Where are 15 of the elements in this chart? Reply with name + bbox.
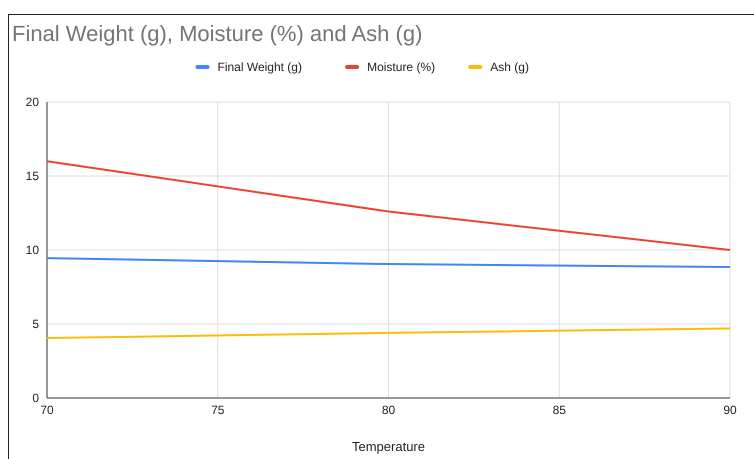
y-tick-label: 5 xyxy=(32,317,40,331)
y-tick-label: 10 xyxy=(26,243,40,257)
x-tick-label: 75 xyxy=(211,403,225,417)
x-axis-title: Temperature xyxy=(352,439,425,454)
x-tick-label: 90 xyxy=(723,403,737,417)
legend-label: Moisture (%) xyxy=(367,60,436,74)
legend-label: Ash (g) xyxy=(490,60,529,74)
x-tick-label: 80 xyxy=(382,403,396,417)
y-tick-label: 20 xyxy=(26,95,40,109)
chart-title: Final Weight (g), Moisture (%) and Ash (g) xyxy=(12,21,422,46)
y-tick-label: 15 xyxy=(26,169,40,183)
x-tick-label: 70 xyxy=(40,403,54,417)
x-tick-label: 85 xyxy=(552,403,566,417)
legend-label: Final Weight (g) xyxy=(218,60,302,74)
y-tick-label: 0 xyxy=(32,391,40,405)
